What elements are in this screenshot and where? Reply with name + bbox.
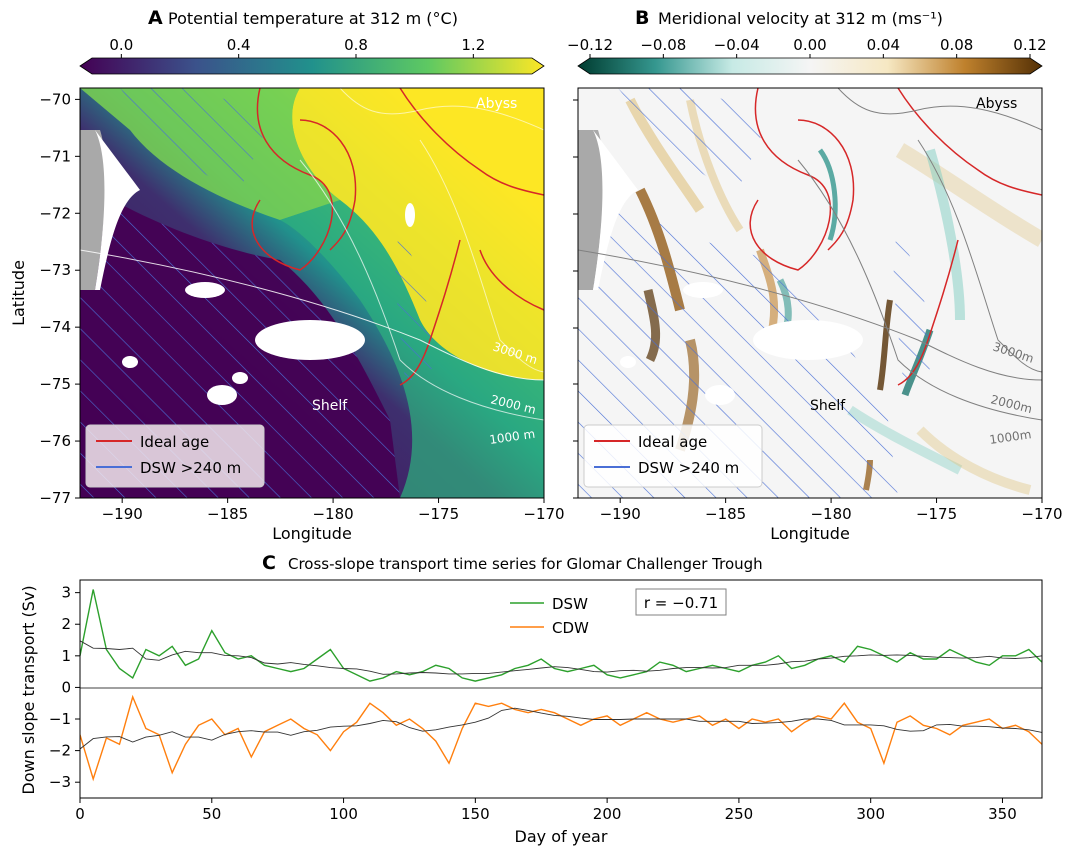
panel-b: B Meridional velocity at 312 m (ms⁻¹) −0… xyxy=(567,7,1063,543)
plot-c-x-tick-label: 150 xyxy=(461,805,490,823)
plot-c-x-tick-label: 0 xyxy=(75,805,85,823)
panel-c: C Cross-slope transport time series for … xyxy=(19,552,1043,846)
map-b-xlabel: Longitude xyxy=(770,524,850,543)
series-dsw-line xyxy=(80,589,1042,682)
map-a-x-tick-label: −190 xyxy=(102,505,143,523)
plot-c-x-tick-label: 300 xyxy=(856,805,885,823)
map-a-abyss-label: Abyss xyxy=(476,96,517,112)
plot-c-x-tick-label: 250 xyxy=(725,805,754,823)
series-dsw-smoothed-line xyxy=(80,640,1042,675)
plot-c-ylabel: Down slope transport (Sv) xyxy=(19,585,38,794)
legend-a-ideal-age-label: Ideal age xyxy=(140,433,209,451)
colorbar-b-ticks: −0.12 −0.08 −0.04 0.00 0.04 0.08 0.12 xyxy=(567,36,1047,58)
map-b-x-tick-label: −180 xyxy=(810,505,851,523)
plot-c-x-tick-label: 350 xyxy=(988,805,1017,823)
legend-c: DSW CDW xyxy=(510,595,589,637)
plot-c-y-tick-label: 0 xyxy=(61,678,71,696)
map-b-isobath-1000: 1000m xyxy=(988,427,1032,447)
map-a-y-ticks: −70 −71 −72 −73 −74 −75 −76 −77 xyxy=(39,90,80,507)
map-a-y-tick-label: −75 xyxy=(39,375,71,393)
map-b-x-ticks: −190 −185 −180 −175 −170 xyxy=(600,498,1063,523)
map-a-y-tick-label: −74 xyxy=(39,318,71,336)
colorbar-b-tick-label: −0.08 xyxy=(640,36,686,54)
plot-c-x-tick-label: 50 xyxy=(202,805,221,823)
colorbar-b-tick-label: 0.04 xyxy=(867,36,900,54)
map-b-x-tick-label: −170 xyxy=(1021,505,1062,523)
map-b-x-tick-label: −175 xyxy=(916,505,957,523)
colorbar-b xyxy=(577,57,1043,75)
colorbar-b-tick-label: −0.04 xyxy=(714,36,760,54)
colorbar-a-tick-label: 0.8 xyxy=(344,36,368,54)
map-b-x-tick-label: −190 xyxy=(600,505,641,523)
map-b: Abyss Shelf 3000m 2000m 1000m xyxy=(578,88,1042,498)
colorbar-a xyxy=(79,57,545,75)
legend-b-dsw-label: DSW >240 m xyxy=(638,459,739,477)
map-a-isobath-1000: 1000 m xyxy=(488,427,536,447)
colorbar-a-tick-label: 1.2 xyxy=(461,36,485,54)
map-a-shelf-label: Shelf xyxy=(312,398,348,414)
map-a: Abyss Shelf 3000 m 2000 m 1000 m xyxy=(80,88,544,498)
panel-b-title: Meridional velocity at 312 m (ms⁻¹) xyxy=(658,9,943,28)
legend-a-dsw-label: DSW >240 m xyxy=(140,459,241,477)
colorbar-a-tick-label: 0.0 xyxy=(109,36,133,54)
colorbar-a-ticks: 0.0 0.4 0.8 1.2 xyxy=(109,36,485,58)
legend-c-dsw-label: DSW xyxy=(552,595,588,613)
map-a-ylabel: Latitude xyxy=(9,260,28,326)
panel-a-title: Potential temperature at 312 m (°C) xyxy=(168,9,458,28)
legend-b: Ideal age DSW >240 m xyxy=(583,424,763,488)
map-a-y-tick-label: −70 xyxy=(39,90,71,108)
plot-c-y-tick-label: −1 xyxy=(49,710,71,728)
map-a-xlabel: Longitude xyxy=(272,524,352,543)
colorbar-b-tick-label: −0.12 xyxy=(567,36,613,54)
panel-c-letter: C xyxy=(262,552,276,574)
plot-c-y-tick-label: 3 xyxy=(61,584,71,602)
map-a-frame xyxy=(79,87,545,499)
panel-a: A Potential temperature at 312 m (°C) 0.… xyxy=(9,7,565,543)
map-b-abyss-label: Abyss xyxy=(976,96,1017,112)
plot-c-y-ticks: 3 2 1 0 −1 −2 −3 xyxy=(49,584,80,791)
correlation-label: r = −0.71 xyxy=(644,594,718,612)
plot-c-frame xyxy=(79,579,1043,799)
colorbar-b-tick-label: 0.08 xyxy=(940,36,973,54)
map-a-x-tick-label: −185 xyxy=(207,505,248,523)
map-a-x-tick-label: −170 xyxy=(523,505,564,523)
series-cdw-line xyxy=(80,694,1042,782)
panel-c-title: Cross-slope transport time series for Gl… xyxy=(288,555,763,573)
map-a-x-ticks: −190 −185 −180 −175 −170 xyxy=(102,498,565,523)
legend-a: Ideal age DSW >240 m xyxy=(85,424,265,488)
map-b-frame xyxy=(577,87,1043,499)
panel-a-letter: A xyxy=(148,7,163,29)
colorbar-b-tick-label: 0.00 xyxy=(793,36,826,54)
plot-c-y-tick-label: 1 xyxy=(61,647,71,665)
colorbar-b-tick-label: 0.12 xyxy=(1013,36,1046,54)
map-a-y-tick-label: −77 xyxy=(39,489,71,507)
map-a-x-tick-label: −180 xyxy=(312,505,353,523)
series-c xyxy=(80,589,1042,782)
legend-c-cdw-label: CDW xyxy=(552,619,589,637)
plot-c-y-tick-label: −3 xyxy=(49,773,71,791)
map-b-x-tick-label: −185 xyxy=(705,505,746,523)
map-a-x-tick-label: −175 xyxy=(418,505,459,523)
plot-c-y-tick-label: 2 xyxy=(61,615,71,633)
plot-c-x-tick-label: 200 xyxy=(593,805,622,823)
map-b-y-tickmarks xyxy=(573,99,578,499)
plot-c-x-tick-label: 100 xyxy=(329,805,358,823)
plot-c-x-ticks: 0 50 100 150 200 250 300 350 xyxy=(75,798,1017,823)
colorbar-a-tick-label: 0.4 xyxy=(227,36,251,54)
series-cdw-smoothed-line xyxy=(80,707,1042,750)
plot-c-xlabel: Day of year xyxy=(515,827,608,846)
plot-c-y-tick-label: −2 xyxy=(49,742,71,760)
map-a-y-tick-label: −72 xyxy=(39,204,71,222)
map-a-y-tick-label: −73 xyxy=(39,261,71,279)
correlation-box: r = −0.71 xyxy=(635,588,727,616)
legend-b-ideal-age-label: Ideal age xyxy=(638,433,707,451)
map-a-y-tick-label: −71 xyxy=(39,147,71,165)
map-a-y-tick-label: −76 xyxy=(39,432,71,450)
panel-b-letter: B xyxy=(635,7,649,29)
map-b-shelf-label: Shelf xyxy=(810,398,846,414)
